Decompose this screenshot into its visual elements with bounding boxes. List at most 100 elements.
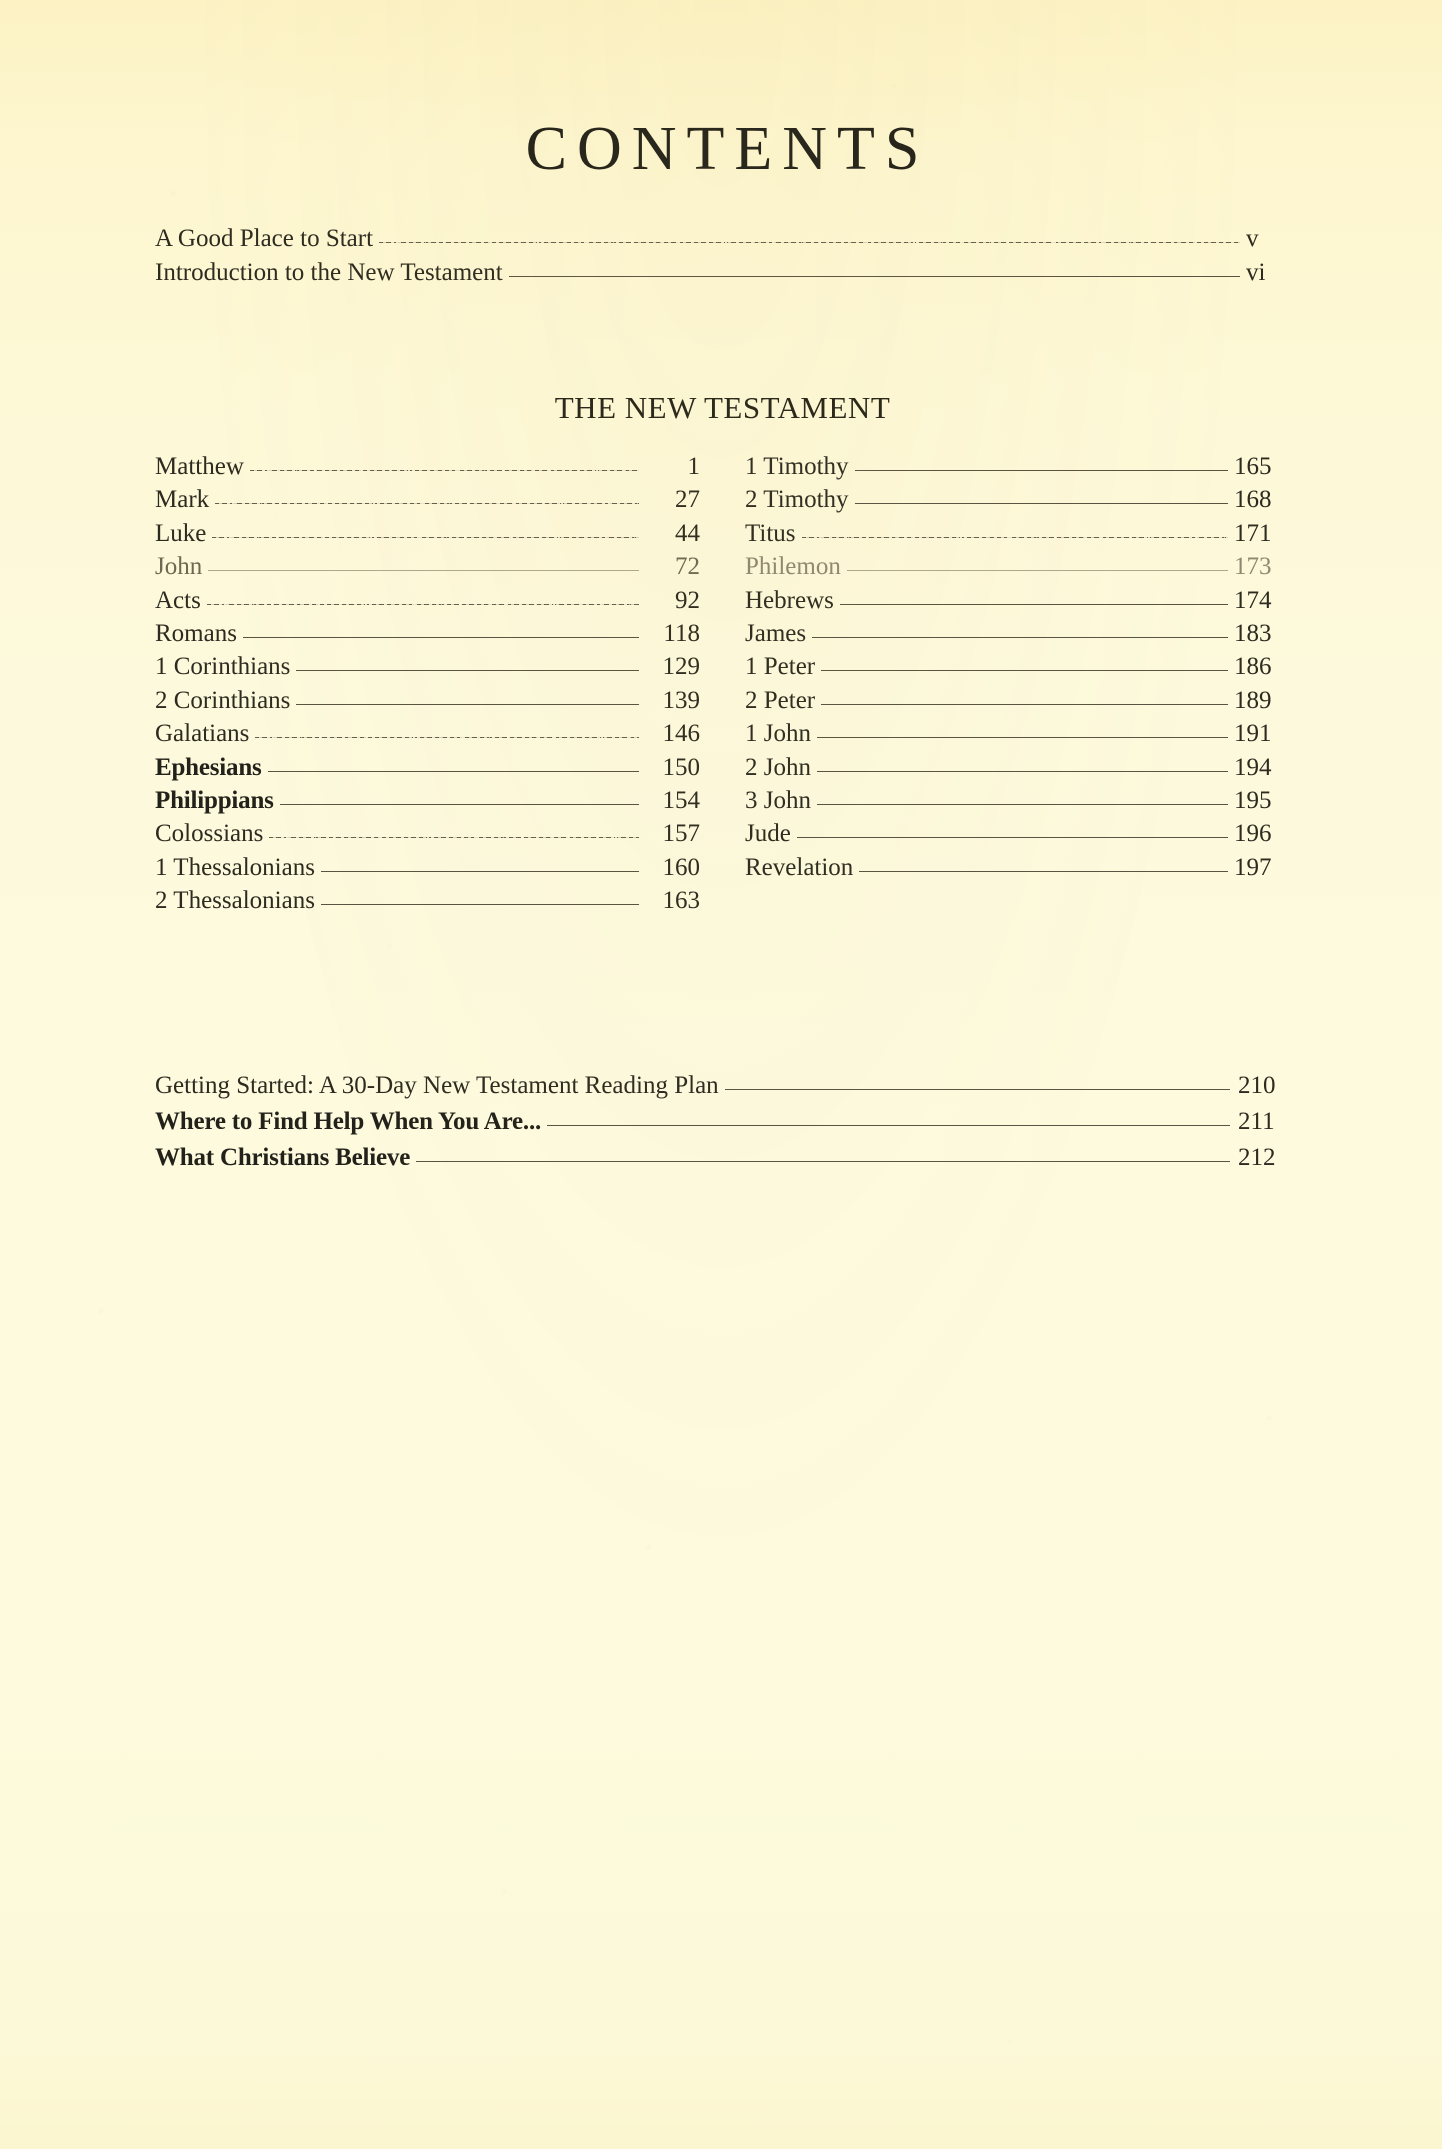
toc-leader-rule: [821, 670, 1228, 672]
toc-entry-page-number: 173: [1234, 553, 1272, 581]
toc-entry-label: Jude: [745, 820, 791, 848]
toc-entry-label: Matthew: [155, 453, 244, 480]
toc-entry[interactable]: Ephesians 150: [155, 755, 700, 788]
toc-entry[interactable]: 2 Corinthians 139: [155, 688, 700, 721]
toc-leader-rule: [416, 1161, 1230, 1163]
page-content: CONTENTS A Good Place to Start v Introduct…: [155, 0, 1290, 1181]
toc-leader-rule: [320, 904, 639, 906]
toc-entry[interactable]: Where to Find Help When You Are... 211: [155, 1109, 1290, 1134]
toc-leader-rule: [279, 803, 639, 805]
toc-entry[interactable]: Matthew 1: [155, 454, 700, 487]
toc-entry[interactable]: 1 Thessalonians 160: [155, 855, 700, 888]
toc-entry-label: Getting Started: A 30-Day New Testament …: [155, 1072, 719, 1100]
toc-entry-page-number: 118: [663, 619, 700, 647]
toc-entry-label: James: [745, 619, 807, 647]
toc-entry-label: Mark: [155, 486, 210, 514]
toc-entry[interactable]: Jude 196: [745, 821, 1290, 854]
toc-leader-rule: [801, 536, 1229, 538]
toc-entry[interactable]: 3 John 195: [745, 788, 1290, 821]
toc-entry-label: Acts: [155, 586, 201, 614]
toc-entry[interactable]: Philemon 173: [745, 554, 1290, 587]
toc-entry-label: A Good Place to Start: [155, 225, 374, 252]
toc-entry-page-number: 174: [1234, 586, 1272, 614]
toc-entry-page-number: 154: [662, 786, 701, 814]
toc-entry-page-number: 194: [1234, 753, 1272, 781]
toc-entry[interactable]: Getting Started: A 30-Day New Testament …: [155, 1073, 1290, 1098]
toc-entry[interactable]: Philippians 154: [155, 788, 700, 821]
toc-entry[interactable]: James 183: [745, 621, 1290, 654]
toc-entry[interactable]: Mark 27: [155, 487, 700, 520]
toc-entry[interactable]: Acts 92: [155, 588, 700, 621]
toc-leader-rule: [215, 503, 639, 505]
toc-entry-label: John: [155, 553, 203, 581]
toc-entry-label: Galatians: [155, 720, 250, 748]
toc-leader-rule: [821, 703, 1228, 705]
page-title: CONTENTS: [525, 115, 930, 183]
toc-entry-page-number: 168: [1234, 486, 1272, 514]
toc-entry[interactable]: Colossians 157: [155, 821, 700, 854]
toc-entry-label: 2 John: [745, 753, 811, 781]
toc-leader-rule: [854, 470, 1228, 471]
toc-entry[interactable]: What Christians Believe 212: [155, 1145, 1290, 1170]
toc-entry-label: What Christians Believe: [155, 1144, 411, 1172]
toc-entry-page-number: 211: [1238, 1108, 1275, 1136]
toc-leader-rule: [796, 837, 1228, 839]
toc-leader-rule: [839, 603, 1228, 605]
toc-entry-page-number: 171: [1234, 519, 1272, 547]
toc-entry[interactable]: 1 Peter 186: [745, 654, 1290, 687]
new-testament-columns: Matthew 1 Mark 27 Luke 44 John 72 Acts 92 Romans 11…: [155, 454, 1290, 921]
toc-entry[interactable]: Galatians 146: [155, 721, 700, 754]
toc-entry-label: 2 Thessalonians: [155, 887, 315, 915]
toc-entry-label: 2 Peter: [745, 686, 816, 714]
toc-leader-rule: [320, 870, 639, 872]
toc-entry[interactable]: Revelation 197: [745, 855, 1290, 888]
toc-entry[interactable]: Luke 44: [155, 521, 700, 554]
toc-leader-rule: [812, 636, 1228, 638]
toc-entry-page-number: 197: [1234, 853, 1272, 881]
toc-entry-label: 1 Corinthians: [155, 653, 291, 681]
toc-entry-page-number: 146: [662, 720, 701, 748]
toc-entry-page-number: v: [1246, 225, 1259, 252]
toc-leader-rule: [296, 670, 639, 672]
toc-entry[interactable]: A Good Place to Start v: [155, 226, 1290, 251]
toc-leader-rule: [249, 470, 640, 471]
toc-entry[interactable]: 1 Timothy 165: [745, 454, 1290, 487]
toc-entry[interactable]: 1 Corinthians 129: [155, 654, 700, 687]
toc-leader-rule: [816, 737, 1228, 739]
toc-entry-label: Luke: [155, 519, 207, 547]
toc-leader-rule: [547, 1125, 1230, 1127]
toc-entry-label: Introduction to the New Testament: [155, 259, 503, 286]
toc-entry[interactable]: 2 John 194: [745, 755, 1290, 788]
toc-entry-label: Titus: [745, 519, 796, 547]
toc-entry-label: Where to Find Help When You Are...: [155, 1108, 542, 1136]
toc-leader-rule: [816, 803, 1228, 805]
toc-entry[interactable]: 2 Thessalonians 163: [155, 888, 700, 921]
toc-entry-page-number: 163: [662, 887, 701, 915]
toc-entry[interactable]: Hebrews 174: [745, 588, 1290, 621]
toc-entry-page-number: 44: [675, 519, 700, 547]
toc-entry-label: 2 Corinthians: [155, 686, 291, 714]
toc-leader-rule: [208, 570, 639, 572]
toc-entry-page-number: 157: [662, 820, 701, 848]
toc-entry[interactable]: John 72: [155, 554, 700, 587]
back-matter-list: Getting Started: A 30-Day New Testament …: [155, 1073, 1290, 1170]
toc-entry-page-number: 210: [1238, 1072, 1276, 1100]
toc-entry[interactable]: Romans 118: [155, 621, 700, 654]
toc-entry[interactable]: Introduction to the New Testament vi: [155, 260, 1290, 285]
toc-entry-label: Philippians: [155, 786, 274, 814]
toc-entry-page-number: 195: [1234, 786, 1272, 814]
toc-entry[interactable]: 1 John 191: [745, 721, 1290, 754]
section-heading-new-testament: THE NEW TESTAMENT: [554, 390, 891, 425]
toc-leader-rule: [206, 603, 640, 605]
toc-entry-label: 2 Timothy: [745, 486, 849, 514]
toc-entry-label: Philemon: [745, 553, 841, 581]
toc-entry[interactable]: Titus 171: [745, 521, 1290, 554]
toc-entry-label: 3 John: [745, 786, 811, 814]
toc-entry-page-number: 92: [675, 586, 700, 614]
toc-entry[interactable]: 2 Timothy 168: [745, 487, 1290, 520]
toc-entry[interactable]: 2 Peter 189: [745, 688, 1290, 721]
toc-entry-label: 1 Peter: [745, 653, 816, 681]
toc-entry-page-number: 183: [1234, 619, 1272, 647]
toc-entry-label: 1 John: [745, 720, 811, 748]
